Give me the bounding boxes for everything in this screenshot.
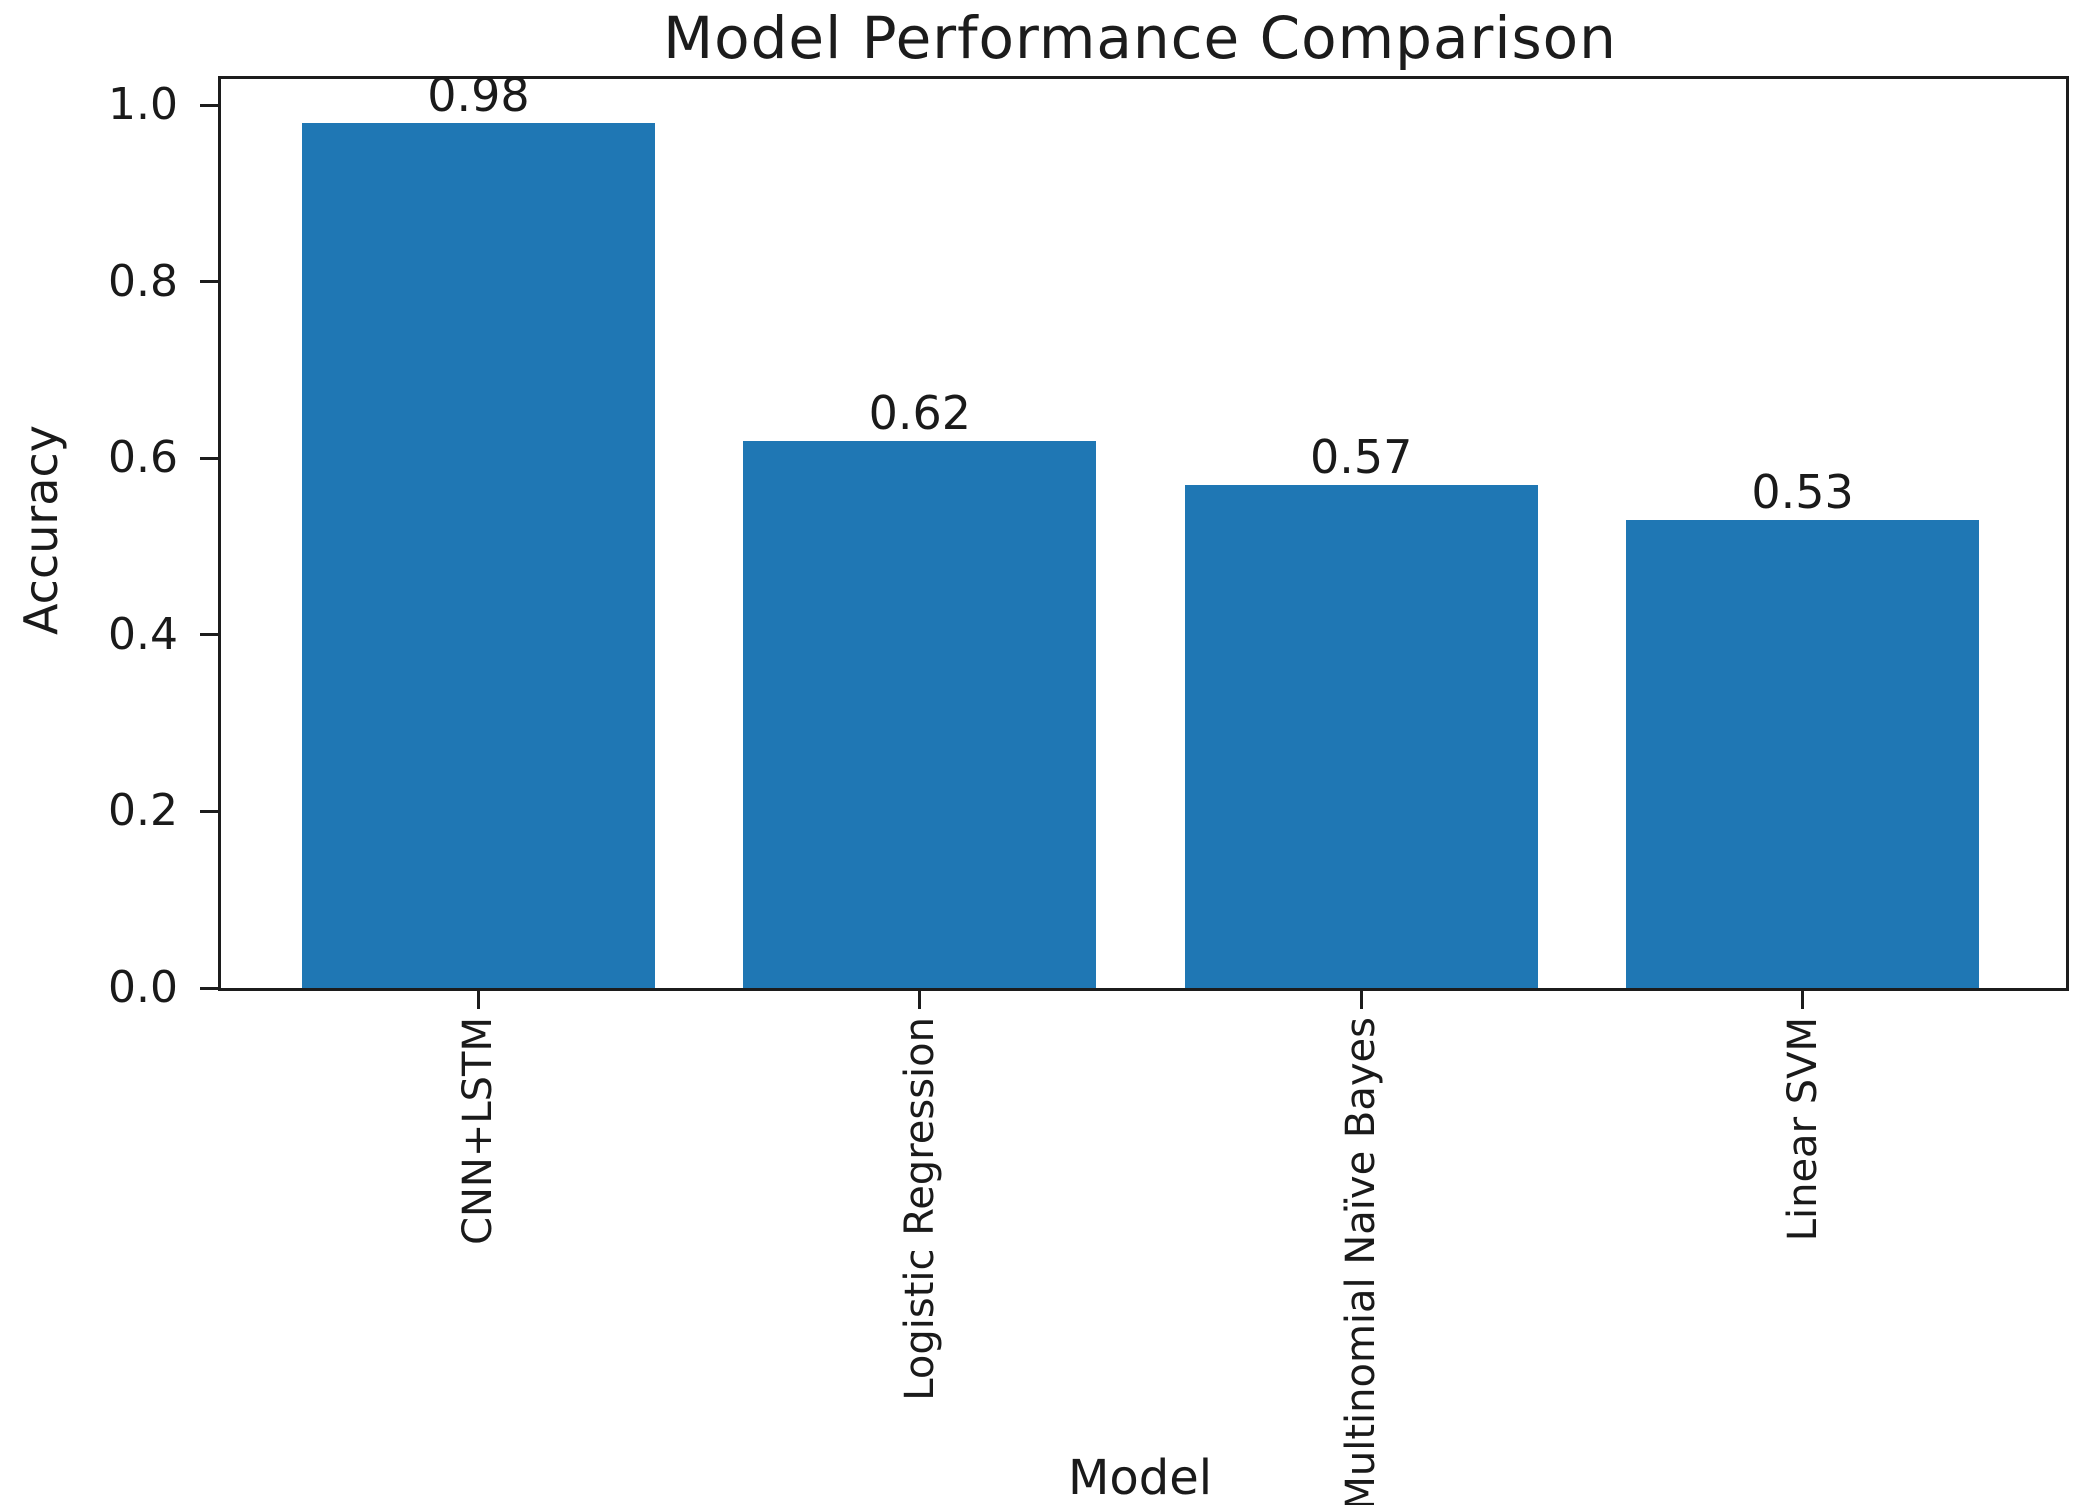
bar-linear-svm: [1626, 520, 1980, 988]
y-axis-label: Accuracy: [14, 425, 68, 635]
chart-title: Model Performance Comparison: [663, 4, 1617, 72]
bar-value-label-logistic-regression: 0.62: [868, 385, 972, 440]
bar-value-label-cnn-lstm: 0.98: [427, 68, 530, 123]
x-tick-label-linear-svm: Linear SVM: [1779, 1017, 1826, 1242]
x-tick-mark-linear-svm: [1801, 991, 1805, 1009]
y-tick-mark-0.8: [200, 280, 218, 284]
x-tick-mark-multinomial-na-ve-bayes: [1359, 991, 1363, 1009]
bar-value-label-multinomial-na-ve-bayes: 0.57: [1309, 430, 1413, 485]
y-tick-label-0.8: 0.8: [108, 255, 178, 307]
y-tick-label-0.0: 0.0: [108, 962, 178, 1013]
y-tick-mark-1.0: [200, 103, 218, 107]
x-tick-label-multinomial-na-ve-bayes: Multinomial Naïve Bayes: [1338, 1017, 1385, 1505]
x-axis-label: Model: [1067, 1450, 1213, 1505]
y-tick-mark-0.2: [200, 809, 218, 813]
y-tick-label-0.4: 0.4: [108, 608, 178, 660]
y-tick-label-0.2: 0.2: [108, 785, 178, 837]
y-tick-label-1.0: 1.0: [108, 79, 178, 131]
y-tick-label-0.6: 0.6: [108, 432, 178, 484]
y-tick-mark-0.6: [200, 456, 218, 460]
bar-multinomial-na-ve-bayes: [1184, 484, 1538, 988]
bar-cnn-lstm: [301, 123, 655, 988]
bar-logistic-regression: [743, 440, 1097, 988]
x-tick-mark-cnn-lstm: [476, 991, 480, 1009]
plot-area: [218, 76, 2069, 991]
x-tick-mark-logistic-regression: [918, 991, 922, 1009]
x-tick-label-logistic-regression: Logistic Regression: [896, 1017, 943, 1401]
y-tick-mark-0.0: [200, 986, 218, 990]
y-axis-label-text: Accuracy: [14, 424, 68, 636]
y-tick-mark-0.4: [200, 633, 218, 637]
x-tick-label-cnn-lstm: CNN+LSTM: [455, 1017, 502, 1245]
bar-value-label-linear-svm: 0.53: [1751, 465, 1854, 520]
